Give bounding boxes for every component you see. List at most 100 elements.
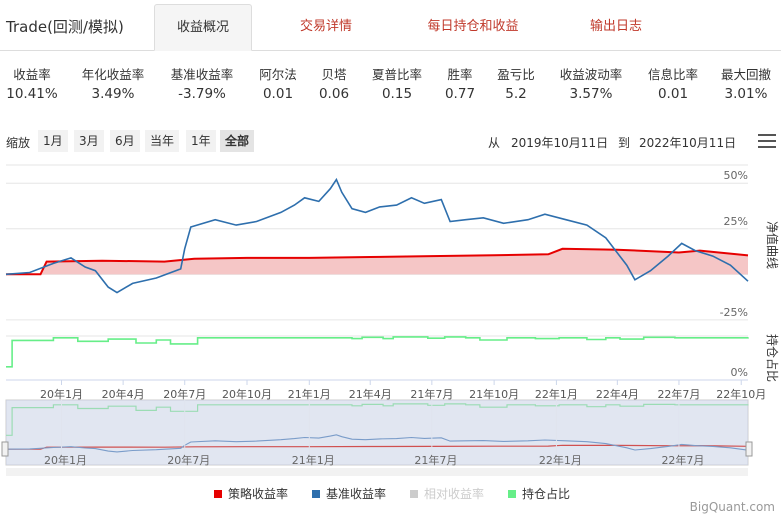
credit-text: BigQuant.com: [689, 500, 775, 514]
legend-swatch: [508, 490, 516, 498]
zoom-1m-button[interactable]: 1月: [38, 130, 68, 152]
x-tick-label: 22年1月: [535, 387, 578, 401]
range-to-label: 到: [618, 136, 631, 150]
metric-volatility: 收益波动率 3.57%: [556, 64, 626, 102]
metric-benchmark-return: 基准收益率 -3.79%: [167, 64, 237, 102]
main-axis-title: 净值曲线: [765, 221, 780, 269]
y-tick-label: -25%: [720, 306, 748, 319]
x-tick-label: 22年4月: [596, 387, 639, 401]
metric-alpha: 阿尔法 0.01: [243, 64, 313, 102]
tab-returns-overview[interactable]: 收益概况: [154, 4, 252, 51]
metric-value: 10.41%: [6, 86, 58, 102]
metric-value: 3.57%: [569, 86, 613, 102]
metric-profit-loss-ratio: 盈亏比 5.2: [481, 64, 551, 102]
legend-item-position[interactable]: 持仓占比: [508, 485, 570, 502]
metric-value: 0.01: [657, 86, 689, 102]
metric-beta: 贝塔 0.06: [299, 64, 369, 102]
metric-sharpe: 夏普比率 0.15: [362, 64, 432, 102]
legend-label: 相对收益率: [424, 487, 485, 501]
strategy-line: [6, 247, 749, 276]
metric-info-ratio: 信息比率 0.01: [638, 64, 708, 102]
legend-swatch: [214, 490, 222, 498]
navigator-right-handle[interactable]: [745, 441, 753, 457]
metric-label: 盈亏比: [497, 67, 535, 82]
metric-value: 0.15: [381, 86, 413, 102]
metric-annual-return: 年化收益率 3.49%: [78, 64, 148, 102]
y-tick-label: 50%: [724, 169, 748, 182]
legend-label: 持仓占比: [522, 487, 571, 501]
navigator-tick-label: 21年1月: [292, 453, 335, 467]
strategy-area: [6, 248, 748, 275]
metric-label: 阿尔法: [259, 67, 297, 82]
metric-label: 最大回撤: [720, 67, 771, 82]
metric-value: -3.79%: [178, 86, 226, 102]
navigator-tick-label: 22年7月: [661, 453, 704, 467]
legend-swatch: [410, 490, 418, 498]
navigator-tick-label: 22年1月: [539, 453, 582, 467]
x-tick-label: 20年4月: [102, 387, 145, 401]
zoom-ytd-button[interactable]: 当年: [145, 130, 180, 152]
legend-label: 基准收益率: [326, 487, 387, 501]
navigator-left-handle[interactable]: [1, 441, 9, 457]
metric-label: 胜率: [447, 67, 473, 82]
metric-win-rate: 胜率 0.77: [425, 64, 495, 102]
chart-svg: 20年1月 20年7月 21年1月 21年7月 22年1月 22年7月 50% 25% 0% -…: [1, 164, 780, 476]
y-tick-label: 25%: [724, 215, 748, 228]
range-from-date[interactable]: 2019年10月11日: [511, 136, 609, 150]
metric-value: 0.06: [318, 86, 350, 102]
legend-label: 策略收益率: [228, 487, 289, 501]
zoom-6m-button[interactable]: 6月: [110, 130, 140, 152]
x-tick-label: 21年4月: [349, 387, 392, 401]
legend-item-strategy[interactable]: 策略收益率: [214, 485, 288, 502]
metric-value: 0.01: [262, 86, 294, 102]
metric-value: 3.49%: [91, 86, 135, 102]
x-tick-label: 21年7月: [410, 387, 453, 401]
zoom-all-button[interactable]: 全部: [220, 130, 255, 152]
x-tick-label: 22年7月: [657, 387, 700, 401]
position-line: [6, 336, 749, 368]
legend-swatch: [312, 490, 320, 498]
navigator-tick-label: 20年1月: [44, 453, 87, 467]
chart-toolbar: 缩放 1月 3月 6月 当年 1年 全部 从 2019年10月11日 到 202…: [0, 130, 781, 154]
metric-label: 夏普比率: [371, 67, 422, 82]
tab-daily-positions[interactable]: 每日持仓和收益: [427, 19, 519, 34]
benchmark-line: [5, 177, 749, 294]
zoom-label: 缩放: [6, 136, 31, 150]
metric-label: 信息比率: [647, 67, 698, 82]
navigator-strategy-line: [6, 444, 749, 450]
menu-icon[interactable]: [758, 134, 776, 148]
x-tick-label: 21年10月: [469, 387, 519, 401]
navigator-benchmark-line: [5, 434, 749, 453]
range-to-date[interactable]: 2022年10月11日: [639, 136, 737, 150]
metric-label: 基准收益率: [170, 67, 234, 82]
metric-label: 收益波动率: [559, 67, 623, 82]
metric-value: 5.2: [505, 86, 527, 102]
legend-item-benchmark[interactable]: 基准收益率: [312, 485, 386, 502]
metric-return: 收益率 10.41%: [0, 64, 67, 102]
navigator-tick-label: 21年7月: [414, 453, 457, 467]
x-tick-label: 20年7月: [163, 387, 206, 401]
navigator-tick-label: 20年7月: [167, 453, 210, 467]
zoom-3m-button[interactable]: 3月: [74, 130, 104, 152]
tab-output-log[interactable]: 输出日志: [589, 19, 642, 34]
metric-label: 收益率: [13, 67, 51, 82]
range-from-label: 从: [488, 136, 501, 150]
metrics-row: 收益率 10.41% 年化收益率 3.49% 基准收益率 -3.79% 阿尔法 0.01…: [0, 64, 781, 106]
metric-value: 0.77: [444, 86, 476, 102]
metric-value: 3.01%: [724, 86, 768, 102]
navigator-scrollbar[interactable]: [6, 468, 748, 476]
metric-max-drawdown: 最大回撤 3.01%: [711, 64, 781, 102]
legend-item-relative[interactable]: 相对收益率: [410, 485, 484, 502]
position-tick-label: 0%: [731, 366, 748, 379]
zoom-1y-button[interactable]: 1年: [186, 130, 216, 152]
navigator-position-line: [6, 403, 749, 436]
x-tick-label: 22年10月: [716, 387, 766, 401]
x-tick-label: 21年1月: [288, 387, 331, 401]
legend: 策略收益率 基准收益率 相对收益率 持仓占比: [0, 485, 781, 501]
position-axis-title: 持仓占比: [765, 334, 780, 382]
x-tick-label: 20年10月: [222, 387, 272, 401]
tab-trade-details[interactable]: 交易详情: [299, 19, 352, 34]
navigator-selection[interactable]: [6, 400, 748, 465]
metric-label: 年化收益率: [81, 67, 145, 82]
header: Trade(回测/模拟) 收益概况 交易详情 每日持仓和收益 输出日志: [0, 0, 781, 51]
